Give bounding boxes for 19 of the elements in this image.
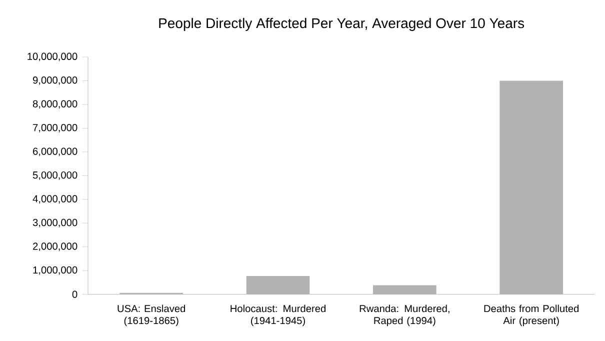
bar <box>373 285 436 294</box>
y-tick-label: 4,000,000 <box>32 195 78 204</box>
chart-title: People Directly Affected Per Year, Averaged Over 10 Years <box>159 18 524 31</box>
y-tick-label: 6,000,000 <box>33 148 78 156</box>
y-tick-label: 10,000,000 <box>28 52 78 62</box>
x-tick-label: Rwanda: Murdered, Raped (1994) <box>360 304 450 326</box>
y-tick-label: 9,000,000 <box>33 76 78 85</box>
y-tick-label: 0 <box>72 290 78 298</box>
y-tick-label: 1,000,000 <box>33 266 78 275</box>
y-tick-label: 2,000,000 <box>33 242 78 252</box>
y-tick-label: 3,000,000 <box>32 218 78 228</box>
bar <box>500 80 563 294</box>
x-tick-label: USA: Enslaved (1619-1865) <box>118 304 186 326</box>
y-tick-label: 7,000,000 <box>33 124 78 132</box>
x-tick-label: Deaths from Polluted Air (present) <box>484 304 579 326</box>
bar <box>246 276 310 294</box>
y-tick-label: 5,000,000 <box>32 171 78 180</box>
y-tick-label: 8,000,000 <box>32 100 78 109</box>
x-tick-label: Holocaust: Murdered (1941-1945) <box>230 304 326 326</box>
